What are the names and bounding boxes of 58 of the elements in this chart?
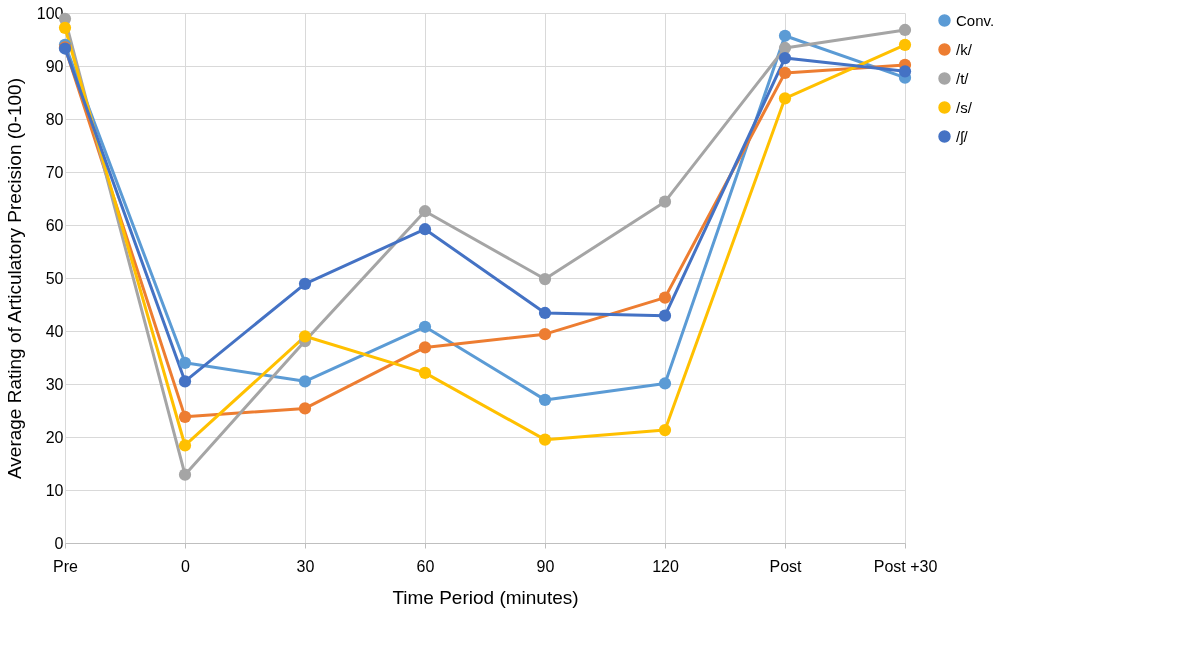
point <box>778 29 792 42</box>
point <box>658 424 672 437</box>
point <box>658 377 672 390</box>
point <box>658 309 672 322</box>
x-tick-label: Post +30 <box>873 557 938 575</box>
y-tick-label: 30 <box>45 375 64 393</box>
y-tick-label: 60 <box>45 216 64 234</box>
point <box>178 375 192 388</box>
y-tick-label: 40 <box>45 322 64 340</box>
y-tick-label: 20 <box>45 428 64 446</box>
y-tick-label: 90 <box>45 57 64 75</box>
point <box>778 92 792 105</box>
y-axis-title: Average Rating of Articulatory Precision (0-100) <box>3 78 25 479</box>
point <box>538 306 552 320</box>
point <box>778 41 792 55</box>
point <box>538 433 552 446</box>
legend-label: /k/ <box>956 40 973 58</box>
x-tick-label: 60 <box>416 557 435 575</box>
y-tick-label: 50 <box>45 269 64 287</box>
point <box>418 223 432 236</box>
point <box>898 65 912 78</box>
point <box>178 468 192 481</box>
y-tick-label: 70 <box>45 163 64 181</box>
x-tick-label: 120 <box>652 557 679 575</box>
y-tick-label: 80 <box>45 110 64 128</box>
x-tick-label: Pre <box>53 557 79 575</box>
legend-label: /t/ <box>956 69 970 87</box>
point <box>538 393 552 407</box>
point <box>418 341 432 354</box>
point <box>418 205 432 218</box>
point <box>658 291 672 304</box>
point <box>418 366 432 379</box>
point <box>178 439 192 452</box>
x-tick-label: 30 <box>296 557 315 575</box>
y-tick-label: 0 <box>54 534 64 552</box>
point <box>418 320 432 333</box>
legend-label: /ʃ/ <box>956 127 969 145</box>
point <box>658 195 672 208</box>
point <box>298 375 312 388</box>
legend-label: Conv. <box>956 11 995 29</box>
point <box>538 328 552 341</box>
y-tick-label: 10 <box>45 481 64 499</box>
point <box>298 277 312 290</box>
point <box>58 21 72 34</box>
point <box>298 402 312 415</box>
point <box>178 410 192 423</box>
point <box>538 272 552 286</box>
x-tick-label: Post <box>769 557 803 575</box>
x-tick-label: 0 <box>181 557 191 575</box>
point <box>778 51 792 65</box>
x-axis-title: Time Period (minutes) <box>392 586 579 608</box>
point <box>178 356 192 369</box>
point <box>778 66 792 79</box>
point <box>898 23 912 37</box>
legend-label: /s/ <box>956 98 973 116</box>
x-tick-label: 90 <box>536 557 555 575</box>
point <box>298 330 312 343</box>
point <box>898 38 912 51</box>
